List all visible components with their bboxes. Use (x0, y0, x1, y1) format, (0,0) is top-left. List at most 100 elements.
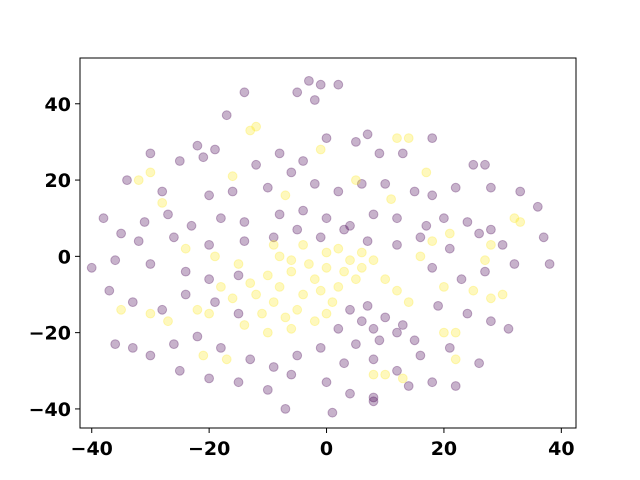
y-tick-label: −40 (29, 399, 71, 421)
data-point (374, 148, 385, 159)
data-point (169, 339, 179, 350)
data-point (333, 243, 344, 254)
data-point (262, 182, 273, 193)
data-point (163, 316, 173, 327)
data-point (157, 198, 168, 208)
data-point (509, 213, 520, 224)
data-point (145, 167, 156, 178)
data-point (233, 308, 244, 319)
data-point (239, 236, 250, 247)
data-point (210, 297, 220, 308)
data-point (286, 167, 297, 178)
data-point (345, 220, 355, 231)
data-point (163, 209, 173, 220)
data-point (110, 339, 121, 350)
data-point (315, 144, 326, 155)
data-point (415, 251, 426, 262)
data-point (180, 243, 191, 254)
data-point (292, 350, 303, 361)
data-point (409, 335, 420, 346)
data-point (145, 259, 156, 269)
data-point (486, 224, 496, 235)
data-point (321, 133, 332, 144)
data-point (309, 316, 320, 327)
data-point (321, 308, 332, 319)
data-point (321, 247, 332, 258)
data-point (251, 121, 262, 132)
data-point (122, 175, 132, 186)
data-point (216, 213, 226, 224)
data-point (392, 285, 402, 296)
data-point (403, 297, 414, 308)
data-point (456, 274, 467, 285)
series-0 (86, 76, 555, 418)
data-point (544, 259, 555, 269)
data-point (339, 358, 350, 369)
data-point (280, 312, 291, 323)
data-point (497, 289, 508, 300)
data-point (304, 259, 314, 269)
data-point (380, 179, 391, 189)
data-point (245, 354, 256, 365)
data-point (292, 224, 303, 235)
data-point (298, 289, 309, 300)
plot-frame (79, 57, 577, 429)
data-point (251, 289, 262, 300)
data-point (268, 240, 279, 250)
data-point (444, 343, 455, 353)
data-point (257, 308, 267, 319)
data-point (515, 186, 526, 197)
data-point (486, 293, 496, 304)
data-point (362, 129, 373, 140)
data-point (362, 236, 373, 247)
data-point (392, 240, 402, 250)
data-point (392, 365, 402, 376)
data-point (221, 110, 232, 121)
data-point (169, 232, 179, 243)
data-point (421, 220, 432, 231)
data-point (444, 228, 455, 239)
data-point (274, 148, 285, 159)
data-point (462, 308, 473, 319)
data-point (356, 179, 367, 189)
data-point (227, 293, 238, 304)
data-point (268, 297, 279, 308)
data-point (274, 282, 285, 292)
data-point (327, 297, 338, 308)
data-point (268, 362, 279, 372)
x-tick-label: −20 (188, 438, 230, 460)
data-point (486, 316, 496, 327)
data-point (468, 285, 479, 296)
y-tick-label: 20 (45, 170, 71, 192)
data-point (274, 251, 285, 262)
data-point (304, 76, 314, 86)
data-point (439, 327, 449, 338)
data-point (345, 304, 355, 315)
data-point (174, 156, 185, 166)
data-point (409, 186, 420, 197)
data-point (345, 255, 355, 266)
data-point (286, 323, 297, 334)
data-point (450, 182, 461, 193)
data-point (145, 308, 156, 319)
data-point (298, 156, 309, 166)
data-point (515, 217, 526, 227)
data-point (233, 270, 244, 281)
data-point (239, 217, 250, 227)
data-point (339, 224, 350, 235)
data-point (362, 301, 373, 311)
data-point (227, 171, 238, 182)
data-point (468, 159, 479, 170)
data-point (368, 354, 379, 365)
data-point (315, 232, 326, 243)
data-point (474, 228, 485, 239)
data-point (174, 365, 185, 376)
data-point (180, 289, 191, 300)
data-point (333, 282, 344, 292)
data-point (239, 87, 250, 98)
series-1 (116, 121, 526, 384)
data-point (192, 140, 203, 151)
data-point (386, 194, 397, 205)
data-point (480, 266, 490, 277)
